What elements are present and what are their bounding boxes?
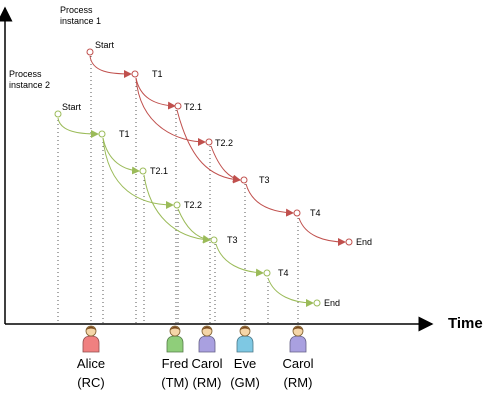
- process1-nodes: [86, 48, 353, 246]
- dotted-guides: [57, 56, 299, 324]
- p2-t4-node: [263, 269, 271, 277]
- p1-t3-node: [240, 176, 248, 184]
- process2-nodes: [54, 110, 321, 307]
- person-role: (RC): [77, 375, 104, 390]
- p2-start-node: [54, 110, 62, 118]
- person-icon: [198, 325, 216, 353]
- p1-t22-label: T2.2: [215, 138, 233, 148]
- p1-t4-node: [293, 209, 301, 217]
- process1-edges: [89, 55, 346, 246]
- person-role: (GM): [230, 375, 260, 390]
- person-4: Carol (RM): [282, 325, 314, 390]
- p2-t3-label: T3: [227, 235, 238, 245]
- person-icon: [166, 325, 184, 353]
- p1-end-node: [345, 238, 353, 246]
- person-role: (RM): [193, 375, 222, 390]
- process2-label-line1: Process: [9, 69, 42, 79]
- process1-label-line2: instance 1: [60, 16, 101, 26]
- p1-start-label: Start: [95, 40, 115, 50]
- p2-start-label: Start: [62, 102, 82, 112]
- p1-t1-node: [131, 70, 139, 78]
- p2-t1-label: T1: [119, 129, 130, 139]
- process2-label-line2: instance 2: [9, 80, 50, 90]
- p1-t3-label: T3: [259, 175, 270, 185]
- person-0: Alice (RC): [77, 325, 105, 390]
- person-role: (TM): [161, 375, 188, 390]
- person-role: (RM): [284, 375, 313, 390]
- person-2: Carol (RM): [191, 325, 223, 390]
- person-name: Alice: [77, 356, 105, 371]
- person-icon: [236, 325, 254, 353]
- p2-t22-node: [173, 201, 181, 209]
- person-3: Eve (GM): [230, 325, 260, 390]
- p2-t22-label: T2.2: [184, 200, 202, 210]
- process2-edges: [57, 117, 314, 307]
- p2-end-label: End: [324, 298, 340, 308]
- person-icon: [82, 325, 100, 353]
- p2-t3-node: [210, 236, 218, 244]
- person-name: Eve: [234, 356, 256, 371]
- p1-t22-node: [205, 138, 213, 146]
- p1-start-node: [86, 48, 94, 56]
- person-name: Carol: [282, 356, 313, 371]
- p2-t1-node: [98, 130, 106, 138]
- process1-label-line1: Process: [60, 5, 93, 15]
- p1-end-label: End: [356, 237, 372, 247]
- p2-t21-label: T2.1: [150, 166, 168, 176]
- person-1: Fred (TM): [161, 325, 189, 390]
- p2-end-node: [313, 299, 321, 307]
- person-name: Carol: [191, 356, 222, 371]
- p1-t4-label: T4: [310, 208, 321, 218]
- people-row: Alice(RC)Fred(TM)Carol(RM)Eve(GM)Carol(R…: [77, 325, 314, 390]
- p2-t21-node: [139, 167, 147, 175]
- p1-t21-node: [174, 102, 182, 110]
- p1-t1-label: T1: [152, 69, 163, 79]
- person-name: Fred: [162, 356, 189, 371]
- person-icon: [289, 325, 307, 353]
- p1-t21-label: T2.1: [184, 102, 202, 112]
- time-axis-label: Time: [448, 315, 483, 332]
- p2-t4-label: T4: [278, 268, 289, 278]
